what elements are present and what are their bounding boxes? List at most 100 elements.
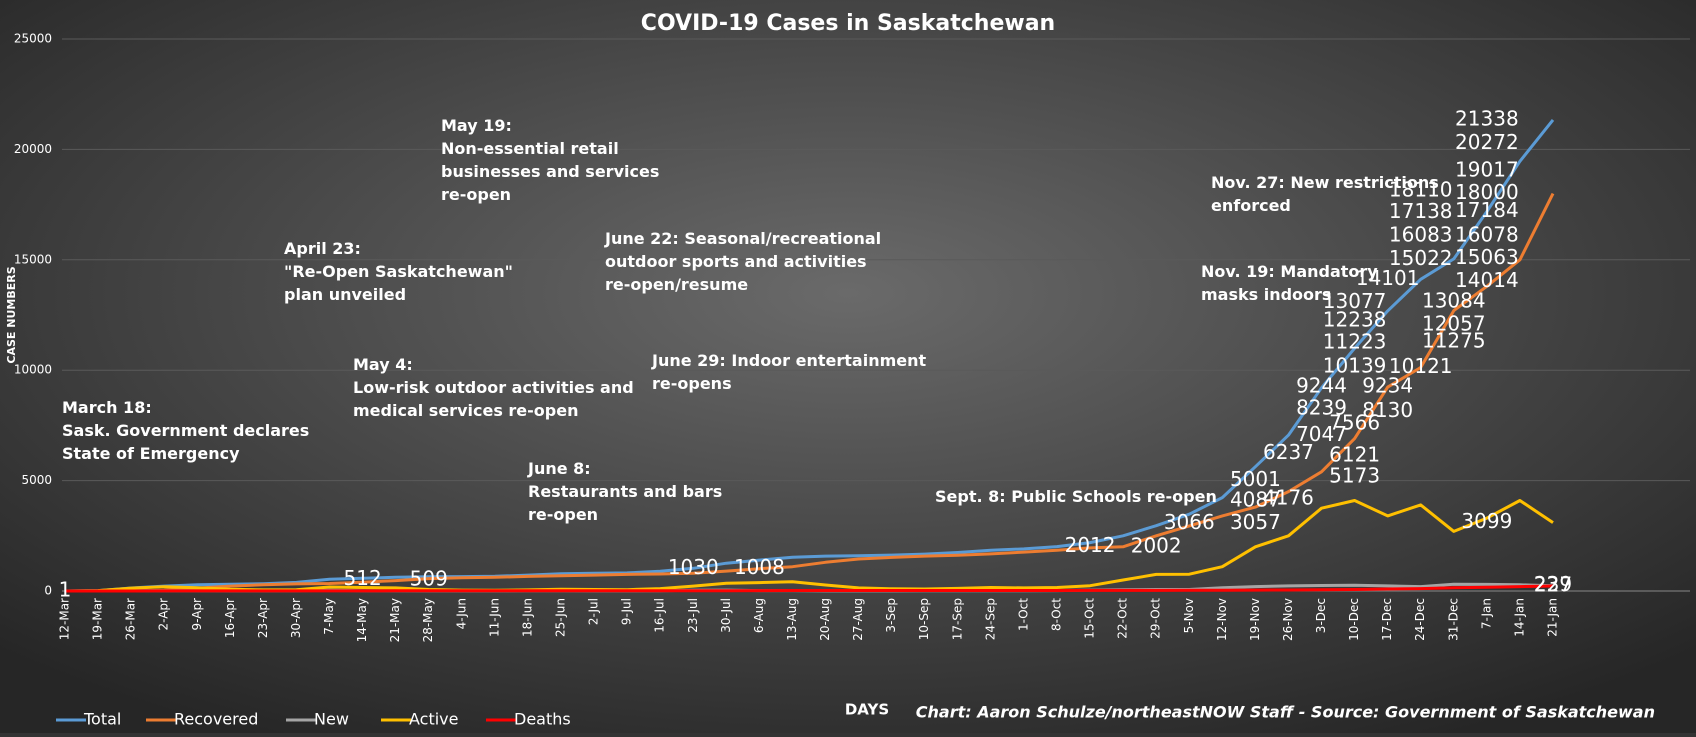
y-axis-label: CASE NUMBERS [5, 266, 18, 363]
series-line [64, 118, 1555, 593]
data-label: 4087 [1230, 487, 1281, 511]
data-label: 1030 [668, 555, 719, 579]
data-label: 1008 [734, 555, 785, 579]
x-tick-label: 31-Dec [1446, 598, 1460, 641]
data-label: 1 [59, 577, 72, 601]
data-label: 19017 [1455, 158, 1519, 182]
annotation: Sept. 8: Public Schools re-open [935, 487, 1217, 506]
y-tick-label: 25000 [14, 32, 52, 46]
y-tick-label: 5000 [21, 473, 52, 487]
data-label: 17138 [1389, 199, 1453, 223]
annotation: medical services re-open [353, 401, 578, 420]
x-tick-label: 30-Jul [719, 598, 733, 633]
data-label: 6121 [1329, 442, 1380, 466]
annotation: June 22: Seasonal/recreational [604, 229, 881, 248]
series-line [64, 499, 1554, 593]
x-tick-label: 20-Aug [818, 598, 832, 641]
x-tick-label: 23-Jul [686, 598, 700, 633]
x-tick-label: 30-Apr [289, 598, 303, 638]
data-label: 5173 [1329, 463, 1380, 487]
data-label: 3057 [1230, 510, 1281, 534]
x-tick-label: 15-Oct [1083, 598, 1097, 639]
x-tick-label: 2-Jul [587, 598, 601, 625]
data-label: 509 [410, 566, 448, 590]
data-label: 15022 [1389, 246, 1453, 270]
data-label: 11275 [1422, 329, 1486, 353]
annotation: Non-essential retail [441, 139, 619, 158]
x-tick-label: 16-Apr [223, 598, 237, 638]
x-tick-label: 17-Sep [950, 598, 964, 640]
data-label: 13077 [1323, 289, 1387, 313]
x-tick-label: 26-Mar [124, 598, 138, 640]
x-tick-label: 12-Nov [1215, 598, 1229, 641]
annotation: "Re-Open Saskatchewan" [284, 262, 513, 281]
data-label: 12057 [1422, 311, 1486, 335]
x-tick-label: 2-Apr [157, 598, 171, 631]
legend-label: Active [409, 710, 459, 729]
legend-label: New [314, 710, 349, 729]
x-tick-label: 9-Jul [620, 598, 634, 625]
legend-label: Deaths [514, 710, 571, 729]
x-tick-label: 28-May [421, 598, 435, 642]
annotation: businesses and services [441, 162, 659, 181]
data-label: 20272 [1455, 130, 1519, 154]
annotation: Nov. 19: Mandatory [1201, 262, 1378, 281]
x-tick-label: 23-Apr [256, 598, 270, 638]
data-label: 8130 [1362, 398, 1413, 422]
annotation: Nov. 27: New restrictions [1211, 173, 1439, 192]
data-label: 4176 [1263, 485, 1314, 509]
annotation: masks indoors [1201, 285, 1331, 304]
x-tick-label: 27-Aug [851, 598, 865, 641]
x-tick-label: 16-Jul [653, 598, 667, 633]
series-line [65, 584, 1554, 593]
x-tick-label: 25-Jun [554, 598, 568, 637]
data-label: 8239 [1296, 396, 1347, 420]
x-tick-label: 21-Jan [1546, 598, 1560, 637]
x-tick-label: 21-May [388, 598, 402, 642]
x-tick-label: 8-Oct [1050, 598, 1064, 631]
annotation: June 8: [527, 459, 591, 478]
x-tick-label: 3-Sep [884, 598, 898, 633]
data-label: 5001 [1230, 467, 1281, 491]
x-tick-label: 6-Aug [752, 598, 766, 633]
data-label: 7566 [1329, 410, 1380, 434]
x-tick-label: 4-Jun [454, 598, 468, 629]
annotation: Restaurants and bars [528, 482, 722, 501]
annotation: April 23: [284, 239, 361, 258]
x-tick-label: 9-Apr [190, 598, 204, 631]
x-axis-label: DAYS [845, 701, 889, 719]
data-label: 9234 [1362, 374, 1413, 398]
annotation: plan unveiled [284, 285, 406, 304]
x-tick-label: 11-Jun [487, 598, 501, 637]
x-tick-label: 12-Mar [58, 598, 72, 640]
legend-label: Recovered [174, 710, 258, 729]
grid: 0 5000 10000 15000 20000 25000 12-Mar 19-Mar 26-… [14, 32, 1690, 642]
data-label: 3066 [1164, 510, 1215, 534]
data-label: 10139 [1323, 354, 1387, 378]
data-label: 13084 [1422, 289, 1486, 313]
data-label: 9244 [1296, 373, 1347, 397]
y-tick-label: 15000 [14, 252, 52, 266]
annotation: May 19: [441, 116, 512, 135]
data-label: 239 [1534, 572, 1572, 596]
x-tick-label: 29-Oct [1149, 598, 1163, 639]
x-tick-label: 5-Nov [1182, 598, 1196, 633]
data-label: 11223 [1323, 330, 1387, 354]
source: Chart: Aaron Schulze/northeastNOW Staff … [916, 703, 1655, 722]
x-tick-label: 22-Oct [1116, 598, 1130, 639]
annotation: re-open [441, 185, 511, 204]
annotation: June 29: Indoor entertainment [651, 351, 927, 370]
x-tick-label: 24-Dec [1413, 598, 1427, 641]
x-tick-label: 24-Sep [983, 598, 997, 640]
data-label: 21338 [1455, 106, 1519, 130]
y-tick-label: 0 [44, 584, 52, 598]
x-tick-label: 7-Jan [1479, 598, 1493, 629]
x-tick-label: 10-Sep [917, 598, 931, 640]
data-label: 18110 [1389, 178, 1453, 202]
series-line [65, 192, 1555, 593]
data-label: 18000 [1455, 180, 1519, 204]
data-label: 12238 [1323, 307, 1387, 331]
